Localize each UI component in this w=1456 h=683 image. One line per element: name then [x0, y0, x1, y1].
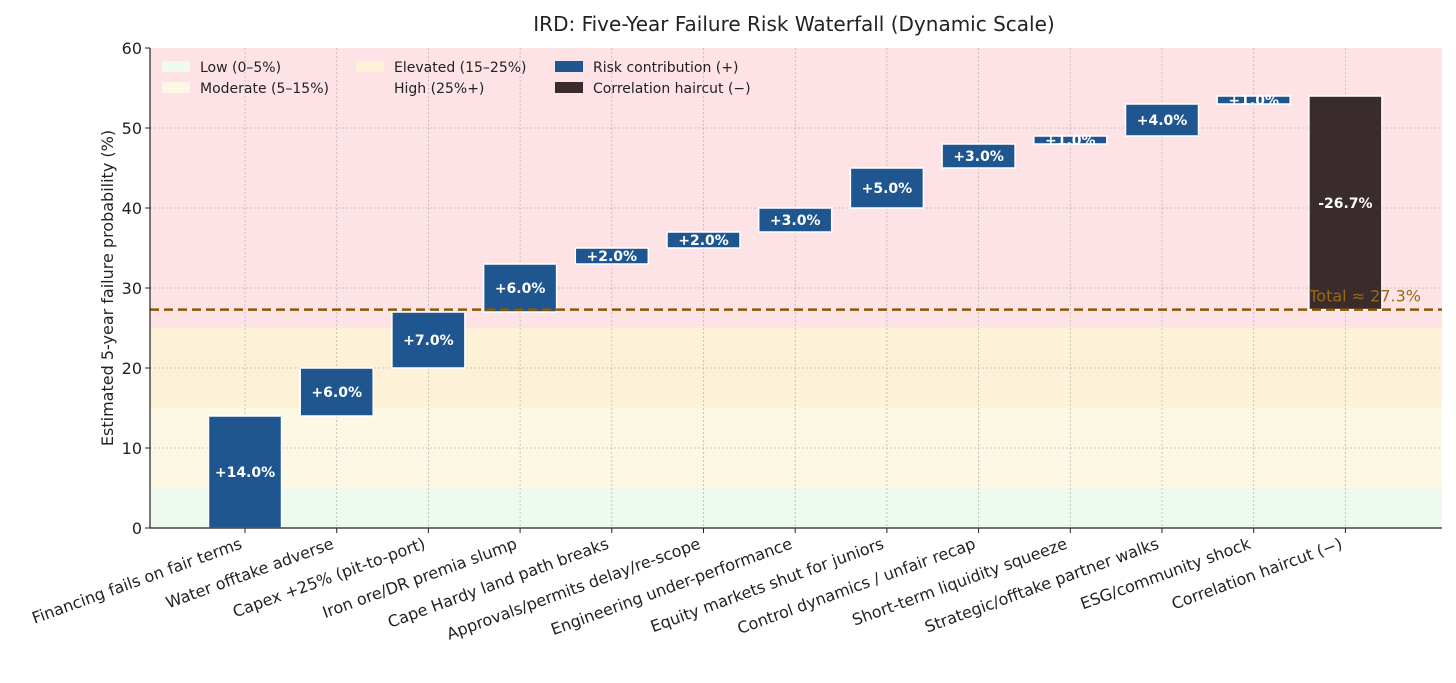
y-tick-label: 10	[122, 439, 142, 458]
grid-lines	[150, 48, 1442, 528]
y-tick-label: 20	[122, 359, 142, 378]
x-tick-label: Correlation haircut (−)	[1169, 534, 1345, 613]
bars-group: +14.0% +6.0% +7.0% +6.0% +2.0% +2.0% +3.0% +5.0…	[207, 93, 1383, 529]
legend-swatch	[555, 61, 583, 72]
legend-swatch	[162, 61, 190, 72]
bar-value-label: +6.0%	[311, 385, 362, 401]
chart-title: IRD: Five-Year Failure Risk Waterfall (D…	[533, 12, 1054, 36]
total-label: Total ≈ 27.3%	[1308, 287, 1421, 306]
bar-13	[1308, 95, 1383, 311]
bar-value-label: +1.0%	[1045, 133, 1096, 149]
bar-12	[1216, 95, 1291, 105]
bar-10	[1033, 135, 1108, 145]
legend-item-label: Low (0–5%)	[200, 60, 281, 76]
total-line-group: Total ≈ 27.3%	[150, 287, 1442, 311]
bar-5	[574, 247, 650, 265]
y-tick-label: 60	[122, 39, 142, 58]
legend-item-label: High (25%+)	[394, 81, 484, 97]
bar-value-label: +1.0%	[1228, 93, 1279, 109]
y-tick-label: 0	[132, 519, 142, 538]
legend-swatch	[356, 61, 384, 72]
bar-8	[849, 167, 925, 209]
legend-item-label: Moderate (5–15%)	[200, 81, 329, 97]
bar-1	[207, 415, 283, 529]
bar-value-label: +3.0%	[953, 149, 1004, 165]
y-axis-label: Estimated 5-year failure probability (%)	[98, 130, 117, 446]
y-tick-label: 50	[122, 119, 142, 138]
bar-6	[666, 231, 741, 249]
bar-value-label: +14.0%	[215, 465, 275, 481]
bar-2	[299, 367, 374, 417]
bar-value-label: +3.0%	[770, 213, 821, 229]
legend-item-label: Correlation haircut (−)	[593, 81, 751, 97]
bar-value-label: +4.0%	[1137, 113, 1188, 129]
bar-value-label: +6.0%	[495, 281, 546, 297]
band-3	[150, 48, 1442, 328]
y-tick-label: 40	[122, 199, 142, 218]
bar-value-label: +7.0%	[403, 333, 454, 349]
legend-item-label: Risk contribution (+)	[593, 60, 738, 76]
legend-swatch	[356, 82, 384, 93]
bar-value-label: +2.0%	[678, 233, 729, 249]
legend-item-label: Elevated (15–25%)	[394, 60, 527, 76]
bar-4	[482, 263, 558, 313]
bar-value-label: +5.0%	[862, 181, 913, 197]
bar-9	[941, 143, 1016, 169]
bar-value-label: -26.7%	[1318, 196, 1372, 212]
bar-value-label: +2.0%	[587, 249, 638, 265]
legend-swatch	[162, 82, 190, 93]
legend: Low (0–5%) Moderate (5–15%) Elevated (15–2…	[162, 60, 751, 97]
y-tick-label: 30	[122, 279, 142, 298]
bar-3	[391, 311, 466, 369]
bar-11	[1124, 103, 1200, 137]
legend-swatch	[555, 82, 583, 93]
band-0	[150, 488, 1442, 528]
bar-7	[757, 207, 833, 233]
